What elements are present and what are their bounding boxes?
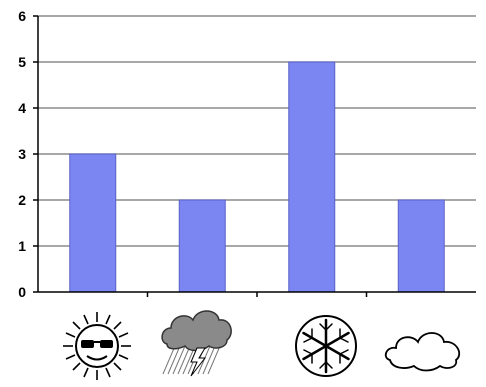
y-tick-label: 6 <box>18 8 26 24</box>
bar-sunny <box>69 153 117 293</box>
y-tick-label: 0 <box>18 284 26 300</box>
sun-with-sunglasses-icon <box>63 312 131 380</box>
y-tick-label: 5 <box>18 54 26 70</box>
snowflake-icon <box>295 315 357 377</box>
storm-cloud-icon <box>161 310 232 377</box>
y-tick-label: 2 <box>18 192 26 208</box>
cloud-icon <box>384 332 461 372</box>
bar-snowy <box>288 61 336 293</box>
bar-cloudy <box>397 199 445 293</box>
y-tick-labels: 0 1 2 3 4 5 6 <box>18 8 26 300</box>
y-tick-label: 3 <box>18 146 26 162</box>
bar-stormy <box>178 199 226 293</box>
y-tick-label: 1 <box>18 238 26 254</box>
axes <box>33 15 476 297</box>
y-tick-label: 4 <box>18 100 26 116</box>
bars <box>69 61 445 293</box>
